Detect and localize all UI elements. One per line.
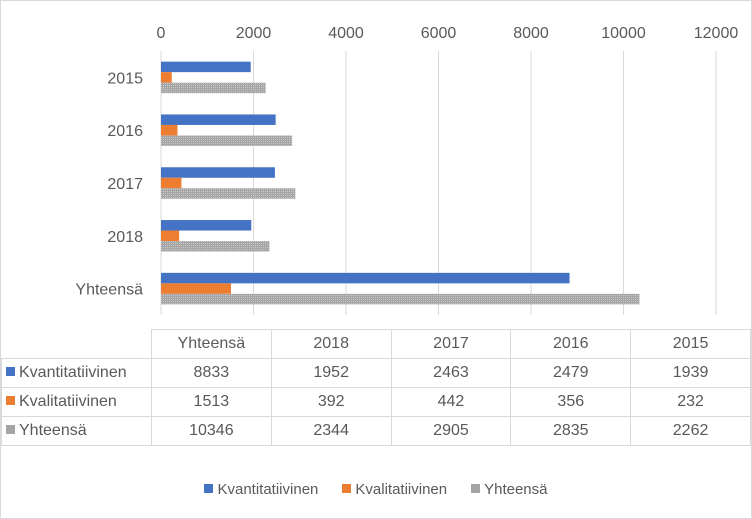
table-cell: 2344 — [270, 416, 392, 446]
table-cell: 1952 — [270, 358, 392, 388]
table-cell: 442 — [390, 387, 512, 417]
table-cell: 2835 — [510, 416, 632, 446]
bar — [161, 188, 296, 199]
table-cell: 2905 — [390, 416, 512, 446]
table-cell: 232 — [630, 387, 751, 417]
table-row: Yhteensä 10346 2344 2905 2835 2262 — [1, 416, 751, 446]
y-tick-label: 2016 — [107, 123, 143, 140]
x-tick-label: 8000 — [513, 25, 549, 42]
bar — [161, 230, 180, 242]
bar — [161, 283, 231, 294]
bar — [161, 220, 252, 231]
table-cell: 10346 — [150, 416, 272, 446]
series-label: Yhteensä — [1, 416, 152, 446]
bar — [161, 167, 275, 178]
bar — [161, 72, 172, 83]
bar — [161, 177, 182, 189]
x-tick-label: 2000 — [236, 25, 272, 42]
y-tick-label: Yhteensä — [75, 282, 143, 299]
bar — [161, 272, 570, 284]
legend-swatch — [6, 367, 15, 376]
legend-swatch — [6, 396, 15, 405]
x-tick-label: 0 — [157, 25, 166, 42]
x-tick-label: 6000 — [421, 25, 457, 42]
bar — [161, 293, 640, 305]
bar — [161, 135, 293, 146]
plot-area: 0 2000 4000 6000 8000 10000 12000 2015 2016 2017 2… — [75, 25, 739, 315]
table-cell: 356 — [510, 387, 632, 417]
y-tick-label: 2017 — [107, 176, 143, 193]
bar — [161, 114, 276, 125]
table-row: Kvantitatiivinen 8833 1952 2463 2479 1939 — [1, 358, 751, 388]
x-tick-label: 10000 — [601, 25, 646, 42]
table-cell: 392 — [270, 387, 392, 417]
table-header: 2015 — [630, 329, 751, 359]
table-cell: 2479 — [510, 358, 632, 388]
table-header: 2016 — [510, 329, 632, 359]
bar — [161, 124, 178, 136]
x-tick-label: 12000 — [694, 25, 739, 42]
table-cell: 2463 — [390, 358, 512, 388]
series-label: Kvalitatiivinen — [1, 387, 152, 417]
y-tick-label: 2018 — [107, 229, 143, 246]
table-header: 2017 — [390, 329, 512, 359]
bar — [161, 61, 251, 73]
table-cell: 2262 — [630, 416, 751, 446]
table-header: Yhteensä — [150, 329, 272, 359]
table-cell: 8833 — [150, 358, 272, 388]
legend-item: Kvalitatiivinen — [342, 481, 447, 498]
table-cell: 1939 — [630, 358, 751, 388]
legend-item: Kvantitatiivinen — [204, 481, 318, 498]
y-tick-label: 2015 — [107, 70, 143, 87]
table-corner — [1, 329, 152, 359]
table-row: Kvalitatiivinen 1513 392 442 356 232 — [1, 387, 751, 417]
legend-swatch — [6, 425, 15, 434]
series-label: Kvantitatiivinen — [1, 358, 152, 388]
legend: Kvantitatiivinen Kvalitatiivinen Yhteensä — [1, 481, 751, 498]
legend-item: Yhteensä — [471, 481, 548, 498]
x-tick-label: 4000 — [328, 25, 364, 42]
bar — [161, 82, 266, 94]
table-header: 2018 — [270, 329, 392, 359]
data-table: Yhteensä 2018 2017 2016 2015 Kvantitatiivinen… — [1, 329, 751, 446]
bar — [161, 241, 270, 252]
table-cell: 1513 — [150, 387, 272, 417]
